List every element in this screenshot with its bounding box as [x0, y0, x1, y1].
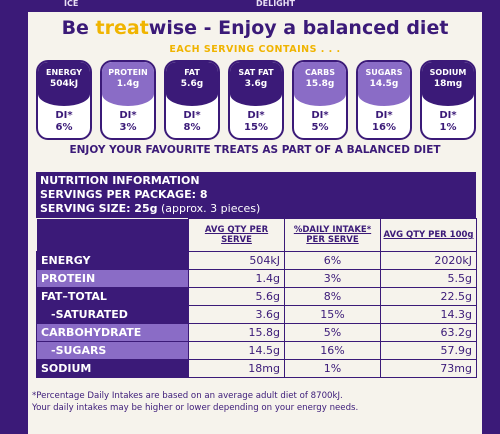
row-per-serve: 18mg — [188, 359, 285, 378]
badge-label: SAT FAT — [238, 68, 274, 77]
badge-pct: 3% — [119, 122, 137, 133]
row-name: FAT–TOTAL — [36, 287, 189, 306]
badge-di: DI* — [375, 110, 393, 121]
each-serving-caption: EACH SERVING CONTAINS . . . — [169, 44, 341, 55]
daily-intake-badges: ENERGY 504kJ DI* 6% PROTEIN 1.4g DI* 3% FAT 5… — [36, 60, 476, 142]
row-daily-intake: 8% — [284, 287, 381, 306]
header-avg-per-serve: AVG QTY PER SERVE — [188, 218, 285, 252]
table-row: -SUGARS 14.5g 16% 57.9g — [36, 341, 477, 360]
enjoy-slogan: ENJOY YOUR FAVOURITE TREATS AS PART OF A… — [69, 144, 441, 156]
badge-di: DI* — [55, 110, 73, 121]
badge-di: DI* — [119, 110, 137, 121]
header-blank — [36, 218, 189, 252]
badge-di: DI* — [183, 110, 201, 121]
badge-energy: ENERGY 504kJ DI* 6% — [36, 60, 92, 140]
badge-label: SODIUM — [429, 68, 467, 77]
badge-label: SUGARS — [365, 68, 403, 77]
headline-pre: Be — [61, 17, 96, 39]
row-per-100g: 73mg — [380, 359, 477, 378]
top-label-ice: ICE — [64, 0, 79, 8]
badge-pct: 15% — [244, 122, 268, 133]
row-per-100g: 22.5g — [380, 287, 477, 306]
footnote-line-1: *Percentage Daily Intakes are based on a… — [32, 391, 343, 401]
table-row: ENERGY 504kJ 6% 2020kJ — [36, 251, 477, 270]
row-name: -SUGARS — [36, 341, 189, 360]
badge-di: DI* — [311, 110, 329, 121]
badge-di: DI* — [439, 110, 457, 121]
badge-protein: PROTEIN 1.4g DI* 3% — [100, 60, 156, 140]
footnote: *Percentage Daily Intakes are based on a… — [32, 390, 478, 414]
badge-sat-fat: SAT FAT 3.6g DI* 15% — [228, 60, 284, 140]
row-per-100g: 5.5g — [380, 269, 477, 288]
badge-pct: 16% — [372, 122, 396, 133]
badge-value: 18mg — [433, 79, 463, 89]
badge-di: DI* — [247, 110, 265, 121]
table-row: FAT–TOTAL 5.6g 8% 22.5g — [36, 287, 477, 306]
badge-value: 3.6g — [244, 79, 268, 89]
badge-value: 1.4g — [116, 79, 140, 89]
nutrition-panel: Be treatwise - Enjoy a balanced diet EAC… — [28, 12, 482, 434]
nutrition-information: NUTRITION INFORMATION SERVINGS PER PACKA… — [34, 158, 477, 428]
row-name: -SATURATED — [36, 305, 189, 324]
row-per-serve: 15.8g — [188, 323, 285, 342]
row-daily-intake: 15% — [284, 305, 381, 324]
row-name: ENERGY — [36, 251, 189, 270]
badge-sodium: SODIUM 18mg DI* 1% — [420, 60, 476, 140]
row-name: PROTEIN — [36, 269, 189, 288]
table-row: SODIUM 18mg 1% 73mg — [36, 359, 477, 378]
nutrition-header: NUTRITION INFORMATION SERVINGS PER PACKA… — [36, 172, 476, 218]
table-row: CARBOHYDRATE 15.8g 5% 63.2g — [36, 323, 477, 342]
row-per-serve: 3.6g — [188, 305, 285, 324]
badge-fat: FAT 5.6g DI* 8% — [164, 60, 220, 140]
badge-value: 5.6g — [180, 79, 204, 89]
headline-post: wise - Enjoy a balanced diet — [148, 17, 449, 39]
row-daily-intake: 1% — [284, 359, 381, 378]
row-daily-intake: 16% — [284, 341, 381, 360]
badge-label: PROTEIN — [108, 68, 148, 77]
row-per-serve: 5.6g — [188, 287, 285, 306]
badge-label: CARBS — [304, 68, 336, 77]
headline-treat: treat — [95, 17, 149, 39]
badge-sugars: SUGARS 14.5g DI* 16% — [356, 60, 412, 140]
badge-pct: 6% — [55, 122, 73, 133]
row-daily-intake: 6% — [284, 251, 381, 270]
header-avg-per-100g: AVG QTY PER 100g — [380, 218, 477, 252]
row-per-serve: 14.5g — [188, 341, 285, 360]
header-daily-intake: %DAILY INTAKE* PER SERVE — [284, 218, 381, 252]
serving-size: SERVING SIZE: 25g — [40, 202, 158, 215]
top-strip: ICE DELIGHT — [0, 0, 500, 12]
row-daily-intake: 5% — [284, 323, 381, 342]
row-per-100g: 57.9g — [380, 341, 477, 360]
row-name: CARBOHYDRATE — [36, 323, 189, 342]
badge-label: FAT — [184, 68, 200, 77]
badge-pct: 8% — [183, 122, 201, 133]
badge-carbs: CARBS 15.8g DI* 5% — [292, 60, 348, 140]
badge-value: 504kJ — [49, 79, 79, 89]
top-label-delight: DELIGHT — [256, 0, 295, 8]
badge-value: 14.5g — [369, 79, 399, 89]
table-row: -SATURATED 3.6g 15% 14.3g — [36, 305, 477, 324]
row-daily-intake: 3% — [284, 269, 381, 288]
row-per-100g: 2020kJ — [380, 251, 477, 270]
badge-pct: 1% — [439, 122, 457, 133]
footnote-line-2: Your daily intakes may be higher or lowe… — [32, 403, 359, 413]
row-name: SODIUM — [36, 359, 189, 378]
servings-per-package: SERVINGS PER PACKAGE: 8 — [40, 188, 208, 201]
row-per-100g: 14.3g — [380, 305, 477, 324]
headline: Be treatwise - Enjoy a balanced diet — [28, 17, 482, 39]
badge-value: 15.8g — [305, 79, 335, 89]
nutrition-table: AVG QTY PER SERVE %DAILY INTAKE* PER SER… — [36, 218, 477, 378]
badge-label: ENERGY — [46, 68, 82, 77]
badge-pct: 5% — [311, 122, 329, 133]
row-per-100g: 63.2g — [380, 323, 477, 342]
table-row: PROTEIN 1.4g 3% 5.5g — [36, 269, 477, 288]
nutrition-title: NUTRITION INFORMATION — [40, 174, 200, 187]
row-per-serve: 504kJ — [188, 251, 285, 270]
serving-size-note: (approx. 3 pieces) — [157, 202, 261, 215]
row-per-serve: 1.4g — [188, 269, 285, 288]
